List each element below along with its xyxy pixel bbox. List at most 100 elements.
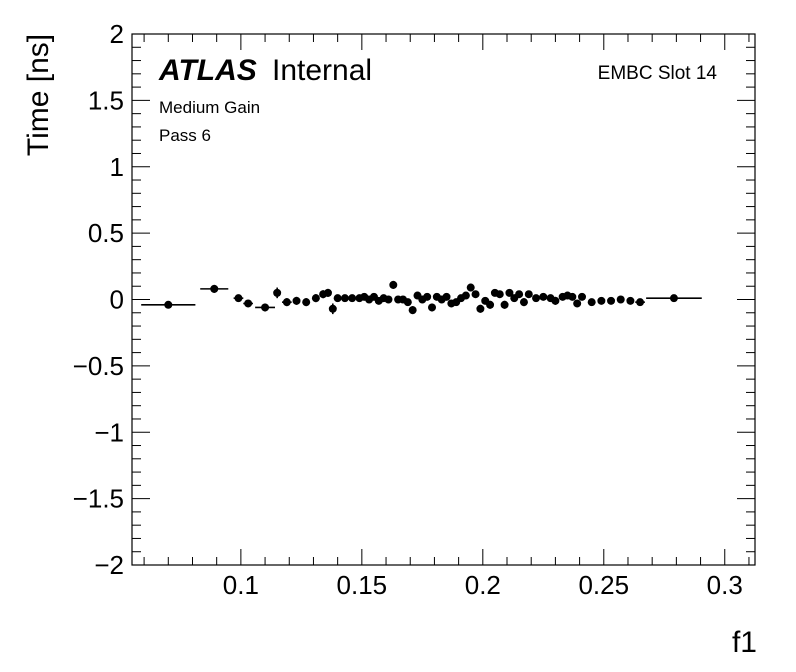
y-axis-label: Time [ns] [22, 34, 55, 156]
point-marker [519, 298, 528, 307]
data-point [311, 294, 320, 303]
data-point [476, 304, 485, 313]
data-point [578, 292, 587, 301]
data-point [471, 290, 480, 299]
point-marker [234, 294, 243, 303]
y-tick-label: −1.5 [73, 484, 124, 514]
point-marker [461, 291, 470, 300]
point-marker [551, 296, 560, 305]
data-point [243, 299, 253, 308]
data-point [646, 294, 702, 303]
slot-label: EMBC Slot 14 [598, 63, 718, 84]
point-marker [244, 299, 253, 308]
point-marker [328, 304, 337, 313]
data-point [635, 298, 645, 307]
data-point [532, 294, 541, 303]
point-marker [210, 284, 219, 293]
x-tick-label: 0.3 [707, 570, 743, 600]
point-marker [597, 296, 606, 305]
point-marker [428, 303, 437, 312]
point-marker [616, 295, 625, 304]
data-point [486, 300, 495, 309]
point-marker [292, 296, 301, 305]
data-point [519, 298, 528, 307]
point-marker [273, 288, 282, 297]
point-marker [495, 290, 504, 299]
atlas-label: ATLAS [158, 54, 257, 87]
data-point [587, 298, 596, 307]
data-point [273, 287, 282, 299]
data-point [403, 298, 412, 307]
data-point [568, 292, 577, 301]
data-point [323, 288, 332, 297]
y-tick-label: −0.5 [73, 351, 124, 381]
y-tick-label: 0.5 [88, 218, 124, 248]
x-axis-label: f1 [732, 626, 757, 659]
point-marker [333, 294, 342, 303]
plot-frame [131, 33, 756, 566]
tick-labels: 0.1 0.15 0.2 0.25 0.3 −2 −1.5 −1 −0.5 0 0.5 1 1.5 2 [73, 19, 743, 600]
data-point [333, 294, 342, 303]
point-marker [384, 295, 393, 304]
point-marker [403, 298, 412, 307]
point-marker [636, 298, 645, 307]
point-marker [626, 296, 635, 305]
data-point [255, 303, 275, 312]
y-tick-label: 1.5 [88, 85, 124, 115]
y-tick-label: −2 [94, 550, 124, 580]
data-point [505, 288, 514, 297]
pass-label: Pass 6 [159, 126, 211, 145]
data-point [302, 298, 311, 307]
point-marker [607, 296, 616, 305]
internal-label: Internal [272, 54, 372, 87]
point-marker [423, 292, 432, 301]
point-marker [389, 280, 398, 289]
data-point [573, 299, 582, 308]
data-point [524, 290, 533, 299]
x-tick-label: 0.2 [465, 570, 501, 600]
point-marker [500, 300, 509, 309]
data-point [626, 296, 635, 305]
data-point [442, 292, 451, 301]
data-point [607, 296, 616, 305]
point-marker [282, 298, 291, 307]
x-tick-label: 0.25 [578, 570, 629, 600]
point-marker [311, 294, 320, 303]
data-point [428, 303, 437, 312]
data-point [461, 291, 470, 300]
y-tick-label: 2 [110, 19, 124, 49]
data-point [495, 290, 504, 299]
data-point [233, 294, 244, 303]
point-marker [302, 298, 311, 307]
point-marker [532, 294, 541, 303]
point-marker [348, 294, 357, 303]
data-point [515, 290, 524, 299]
x-tick-label: 0.1 [223, 570, 259, 600]
data-point [408, 306, 417, 315]
point-marker [669, 294, 678, 303]
point-marker [323, 288, 332, 297]
data-point [292, 296, 301, 305]
data-point [500, 300, 509, 309]
data-point [200, 284, 229, 293]
y-tick-label: 1 [110, 152, 124, 182]
point-marker [486, 300, 495, 309]
data-point [389, 280, 398, 289]
data-point [340, 294, 349, 303]
gain-label: Medium Gain [159, 98, 260, 117]
data-points [141, 280, 702, 315]
point-marker [442, 292, 451, 301]
data-point [384, 295, 393, 304]
data-point [466, 283, 475, 292]
x-tick-label: 0.15 [337, 570, 388, 600]
point-marker [476, 304, 485, 313]
data-point [348, 294, 357, 303]
point-marker [340, 294, 349, 303]
point-marker [587, 298, 596, 307]
data-point [423, 292, 432, 301]
data-point [328, 303, 337, 315]
data-point [539, 292, 548, 301]
